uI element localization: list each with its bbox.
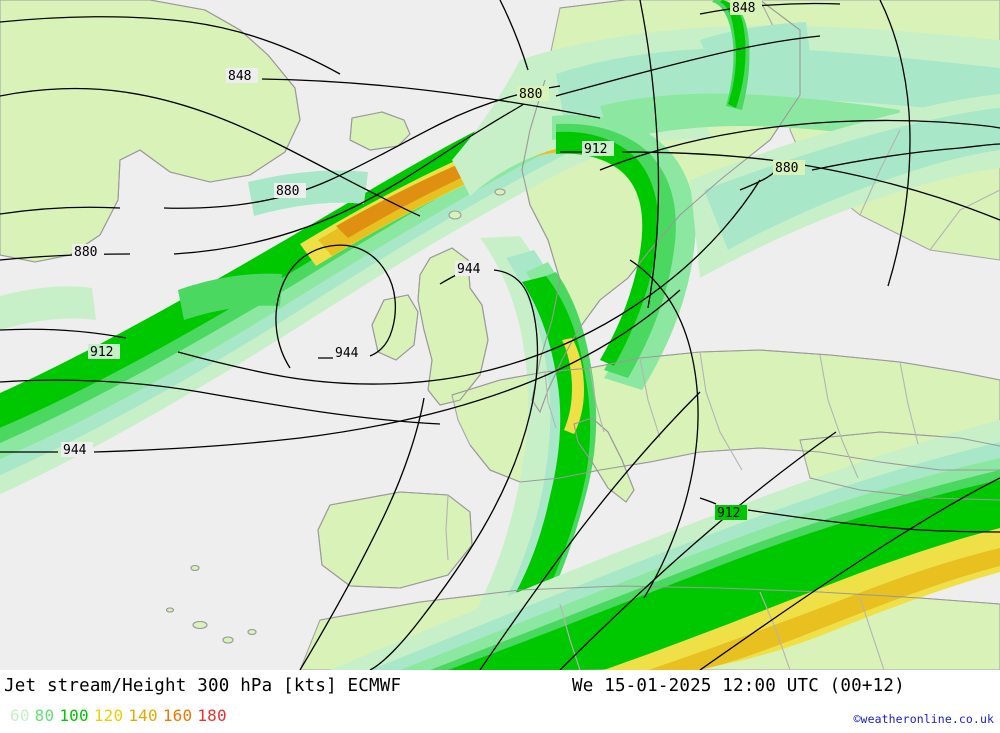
map-title: Jet stream/Height 300 hPa [kts] ECMWF	[4, 676, 402, 696]
contour-iberia	[299, 397, 425, 670]
contour-label: 880	[517, 86, 549, 102]
map-footer: Jet stream/Height 300 hPa [kts] ECMWF We…	[0, 670, 1000, 733]
jet-band-north-africa	[330, 420, 1000, 670]
contour-label-text: 912	[584, 142, 607, 157]
contour-label-text: 944	[63, 443, 87, 458]
weather-map-canvas[interactable]: 848 848 880 880 880 880 912 912 912 944 …	[0, 0, 1000, 670]
band-140-norwegian	[318, 136, 568, 256]
contour-label: 912	[582, 141, 614, 157]
band-120-alps	[562, 338, 584, 434]
contour-med-sw	[479, 391, 701, 670]
contour-912-lower	[0, 379, 441, 425]
contour-label-text: 880	[775, 161, 798, 176]
band-70-west-patch	[248, 170, 368, 216]
contour-label: 880	[773, 160, 805, 176]
legend-entry-140: 140	[128, 706, 158, 725]
band-100-africa	[448, 480, 1000, 670]
contour-label: 912	[715, 505, 747, 521]
band-80-scandinavia	[600, 93, 900, 142]
band-100-atlantic	[0, 76, 664, 428]
legend-entry-180: 180	[197, 706, 227, 725]
contour-label: 944	[61, 442, 93, 458]
contour-label-text: 912	[90, 345, 113, 360]
jet-band-eastern-europe	[690, 22, 1000, 278]
band-80-atlantic	[0, 88, 690, 460]
band-100-baltic	[720, 0, 746, 108]
band-70-east	[704, 108, 1000, 250]
contour-label-text: 848	[228, 69, 251, 84]
contour-880-upper	[0, 85, 561, 215]
contour-label-text: 880	[276, 184, 299, 199]
contour-top-short	[499, 0, 529, 71]
contour-848-ne	[699, 2, 841, 15]
map-svg: 848 848 880 880 880 880 912 912 912 944 …	[0, 0, 1000, 670]
contour-880-ne-arc	[599, 119, 1000, 171]
contour-label-text: 848	[732, 1, 755, 16]
contour-ne-vertical	[879, 0, 911, 287]
coastlines	[0, 0, 1000, 670]
band-80-africa	[400, 458, 1000, 670]
contour-944-west	[0, 289, 681, 453]
band-70-scandinavia	[556, 48, 1000, 132]
legend-entry-160: 160	[162, 706, 193, 725]
contour-848-west	[0, 16, 341, 75]
contour-labels: 848 848 880 880 880 880 912 912 912 944 …	[61, 0, 805, 521]
contour-label-text: 944	[457, 262, 481, 277]
band-70-atlantic	[0, 95, 702, 476]
contour-scand-vertical	[639, 0, 660, 309]
contour-label-text: 880	[519, 87, 542, 102]
jet-band-central-europe	[470, 236, 597, 628]
contour-880-north	[555, 35, 821, 97]
band-60-africa	[330, 420, 1000, 670]
band-60-atlantic	[0, 103, 712, 495]
contour-label: 912	[88, 344, 120, 360]
contour-848-east	[261, 78, 601, 119]
band-140-africa	[648, 548, 1000, 670]
band-70-east-upper	[700, 22, 812, 90]
band-70-africa	[370, 442, 1000, 670]
contour-label-text: 912	[717, 506, 740, 521]
contour-africa-2	[699, 477, 1000, 670]
contour-africa-1	[559, 431, 837, 670]
contour-880-mid	[0, 103, 525, 261]
wind-speed-legend: 60 80 100 120 140 160 180	[10, 706, 232, 725]
contour-label: 880	[274, 183, 306, 199]
legend-entry-80: 80	[34, 706, 55, 725]
band-90-atlantic	[0, 82, 678, 444]
copyright-credit: ©weatheronline.co.uk	[853, 712, 994, 726]
jet-band-scandinavia	[452, 25, 1000, 391]
contour-880-nw	[0, 87, 421, 217]
contour-label: 848	[226, 68, 258, 84]
contour-label: 944	[333, 345, 365, 361]
band-90-west-patch	[178, 273, 282, 320]
contour-label: 944	[455, 261, 487, 277]
contour-label: 880	[72, 244, 104, 260]
jet-band-west-patches	[0, 170, 368, 330]
legend-entry-120: 120	[93, 706, 124, 725]
contour-label: 848	[730, 0, 762, 16]
legend-entry-60: 60	[10, 706, 30, 725]
contour-mid-europe	[629, 259, 699, 599]
contour-label-text: 944	[335, 346, 359, 361]
band-60-west-patch	[0, 286, 96, 330]
contour-912-med	[699, 497, 1000, 533]
jet-band-local-cores	[712, 0, 750, 110]
model-run-timestamp: We 15-01-2025 12:00 UTC (00+12)	[572, 676, 905, 696]
contour-label-text: 880	[74, 245, 97, 260]
legend-entry-100: 100	[59, 706, 89, 725]
band-160-norwegian	[336, 142, 548, 238]
contour-912-mid	[0, 179, 761, 385]
